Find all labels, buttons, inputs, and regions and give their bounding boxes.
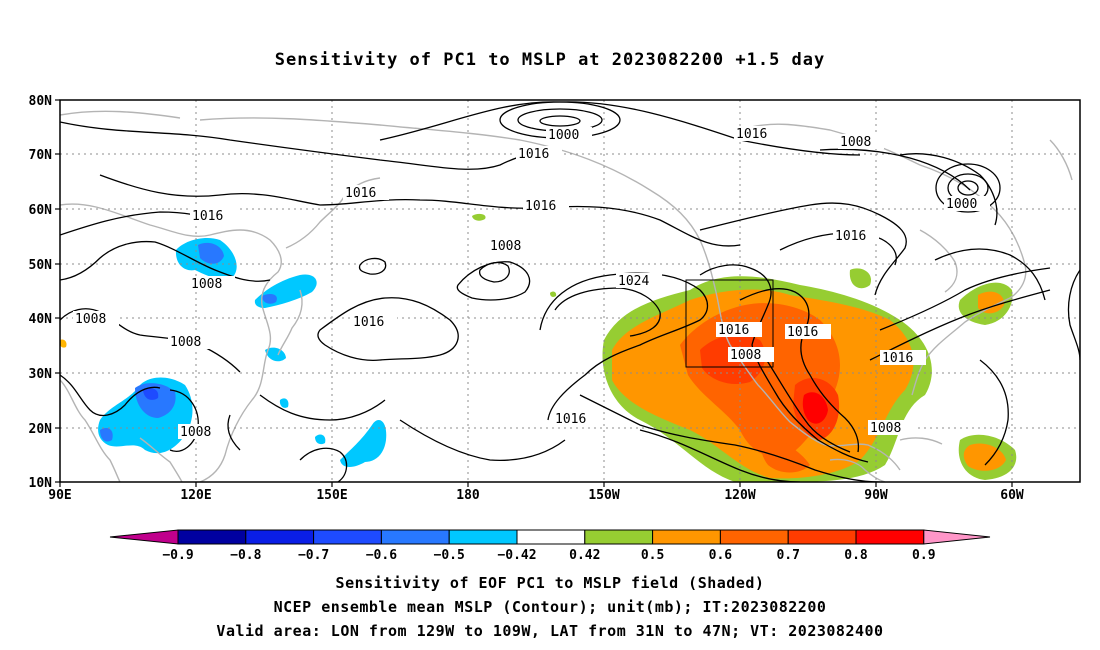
contour-label-1016: 1016: [787, 325, 818, 340]
colorbar-segment: [380, 529, 450, 545]
contour-label-1008: 1008: [840, 135, 871, 150]
colorbar-right-arrow: [923, 529, 991, 545]
lat-label: 50N: [29, 258, 53, 273]
colorbar-tick-label: −0.6: [366, 548, 397, 563]
lat-label: 20N: [29, 422, 53, 437]
colorbar-tick-label: −0.8: [230, 548, 261, 563]
contour-label-1008: 1008: [870, 421, 901, 436]
lat-label: 40N: [29, 312, 53, 327]
positive-sensitivity-shading: [472, 213, 1017, 482]
colorbar-segment: [584, 529, 654, 545]
negative-sensitivity-shading: [60, 238, 387, 467]
lat-label: 60N: [29, 203, 53, 218]
lon-label: 150E: [316, 488, 347, 503]
map-frame: [59, 99, 1081, 483]
caption-line-1: Sensitivity of EOF PC1 to MSLP field (Sh…: [335, 574, 765, 592]
contour-label-1016: 1016: [555, 412, 586, 427]
colorbar-segment: [719, 529, 789, 545]
latitude-labels: 80N 70N 60N 50N 40N 30N 20N 10N: [29, 94, 53, 491]
contour-label-1000: 1000: [946, 197, 977, 212]
colorbar-tick-label: 0.8: [844, 548, 868, 563]
contour-labels: 1000 1016 1016 1008 1016 1016 1016 1000 …: [73, 126, 990, 440]
colorbar-segment: [855, 529, 925, 545]
colorbar-tick-label: 0.6: [709, 548, 733, 563]
contour-label-1016: 1016: [835, 229, 866, 244]
colorbar-tick-label: 0.5: [641, 548, 664, 563]
colorbar-tick-label: −0.5: [434, 548, 465, 563]
lon-label: 150W: [588, 488, 619, 503]
lon-label: 60W: [1000, 488, 1024, 503]
colorbar-segment: [448, 529, 518, 545]
contour-label-1008: 1008: [191, 277, 222, 292]
longitude-labels: 90E 120E 150E 180 150W 120W 90W 60W: [48, 488, 1024, 503]
map-title: Sensitivity of PC1 to MSLP at 2023082200…: [274, 50, 826, 70]
axis-ticks: [55, 99, 1013, 487]
lon-label: 120E: [180, 488, 211, 503]
contour-label-1016: 1016: [192, 209, 223, 224]
contour-label-1024: 1024: [618, 274, 649, 289]
contour-label-1000: 1000: [548, 128, 579, 143]
contour-label-1008: 1008: [170, 335, 201, 350]
colorbar-tick-label: 0.7: [776, 548, 799, 563]
contour-label-1016: 1016: [345, 186, 376, 201]
colorbar-segment: [652, 529, 721, 545]
lat-label: 80N: [29, 94, 53, 109]
colorbar-segment: [787, 529, 857, 545]
colorbar-tick-label: 0.42: [569, 548, 600, 563]
contour-label-1016: 1016: [353, 315, 384, 330]
colorbar-segment: [177, 529, 247, 545]
colorbar-left-arrow: [109, 529, 179, 545]
colorbar-segment: [313, 529, 382, 545]
lat-label: 70N: [29, 148, 53, 163]
contour-label-1016: 1016: [736, 127, 767, 142]
contour-label-1016: 1016: [525, 199, 556, 214]
colorbar-labels: −0.9 −0.8 −0.7 −0.6 −0.5 −0.42 0.42 0.5 0.6 0.7 0.…: [162, 548, 935, 563]
lon-label: 90E: [48, 488, 71, 503]
colorbar-tick-label: −0.7: [298, 548, 329, 563]
colorbar: [109, 529, 991, 545]
lon-label: 90W: [864, 488, 888, 503]
colorbar-segment: [245, 529, 315, 545]
lat-label: 30N: [29, 367, 53, 382]
lat-label: 10N: [29, 476, 53, 491]
colorbar-tick-label: 0.9: [912, 548, 935, 563]
contour-label-1016: 1016: [718, 323, 749, 338]
lon-label: 120W: [724, 488, 755, 503]
contour-label-1008: 1008: [730, 348, 761, 363]
colorbar-segment: [516, 529, 586, 545]
lon-label: 180: [456, 488, 480, 503]
contour-label-1016: 1016: [882, 351, 913, 366]
caption-line-3: Valid area: LON from 129W to 109W, LAT f…: [216, 622, 884, 640]
colorbar-tick-label: −0.9: [162, 548, 193, 563]
colorbar-tick-label: −0.42: [497, 548, 536, 563]
mslp-contours: [60, 101, 1080, 482]
contour-label-1008: 1008: [180, 425, 211, 440]
caption-line-2: NCEP ensemble mean MSLP (Contour); unit(…: [273, 598, 827, 616]
contour-label-1016: 1016: [518, 147, 549, 162]
valid-area-box: [685, 279, 774, 368]
contour-label-1008: 1008: [75, 312, 106, 327]
contour-label-1008: 1008: [490, 239, 521, 254]
